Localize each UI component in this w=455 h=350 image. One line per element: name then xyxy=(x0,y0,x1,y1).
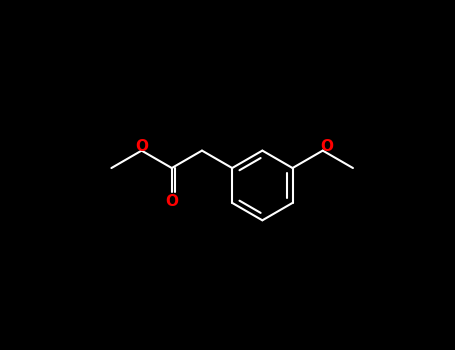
Text: O: O xyxy=(135,139,148,154)
Text: O: O xyxy=(320,139,334,154)
Text: O: O xyxy=(165,194,178,209)
